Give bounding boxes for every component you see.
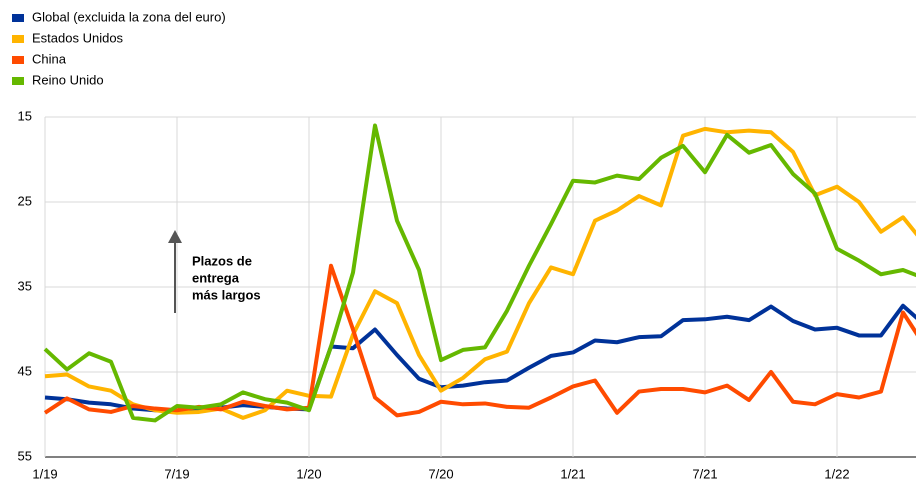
x-tick-label: 7/20 (428, 466, 453, 481)
x-tick-label: 1/20 (296, 466, 321, 481)
y-tick-label: 25 (18, 193, 32, 208)
legend-label: China (32, 51, 67, 66)
line (43, 123, 916, 423)
plot (43, 123, 916, 423)
legend-label: Estados Unidos (32, 30, 124, 45)
y-tick-label: 55 (18, 448, 32, 463)
y-tick-label: 35 (18, 278, 32, 293)
x-tick-label: 7/19 (164, 466, 189, 481)
x-tick-label: 7/21 (692, 466, 717, 481)
annotation: más largos (192, 287, 261, 302)
legend-swatch (12, 14, 24, 22)
legend-swatch (12, 77, 24, 85)
line (44, 126, 916, 420)
y-tick-label: 45 (18, 363, 32, 378)
y-tick-label: 15 (18, 108, 32, 123)
line (44, 303, 916, 414)
legend-swatch (12, 35, 24, 43)
annotation: Plazos de (192, 253, 252, 268)
x-tick-label: 1/19 (32, 466, 57, 481)
legend-label: Reino Unido (32, 72, 104, 87)
legend-label: Global (excluida la zona del euro) (32, 9, 226, 24)
x-tick-label: 1/21 (560, 466, 585, 481)
annotation-arrowhead (168, 230, 182, 243)
annotation: entrega (192, 270, 240, 285)
x-tick-label: 1/22 (824, 466, 849, 481)
legend-swatch (12, 56, 24, 64)
